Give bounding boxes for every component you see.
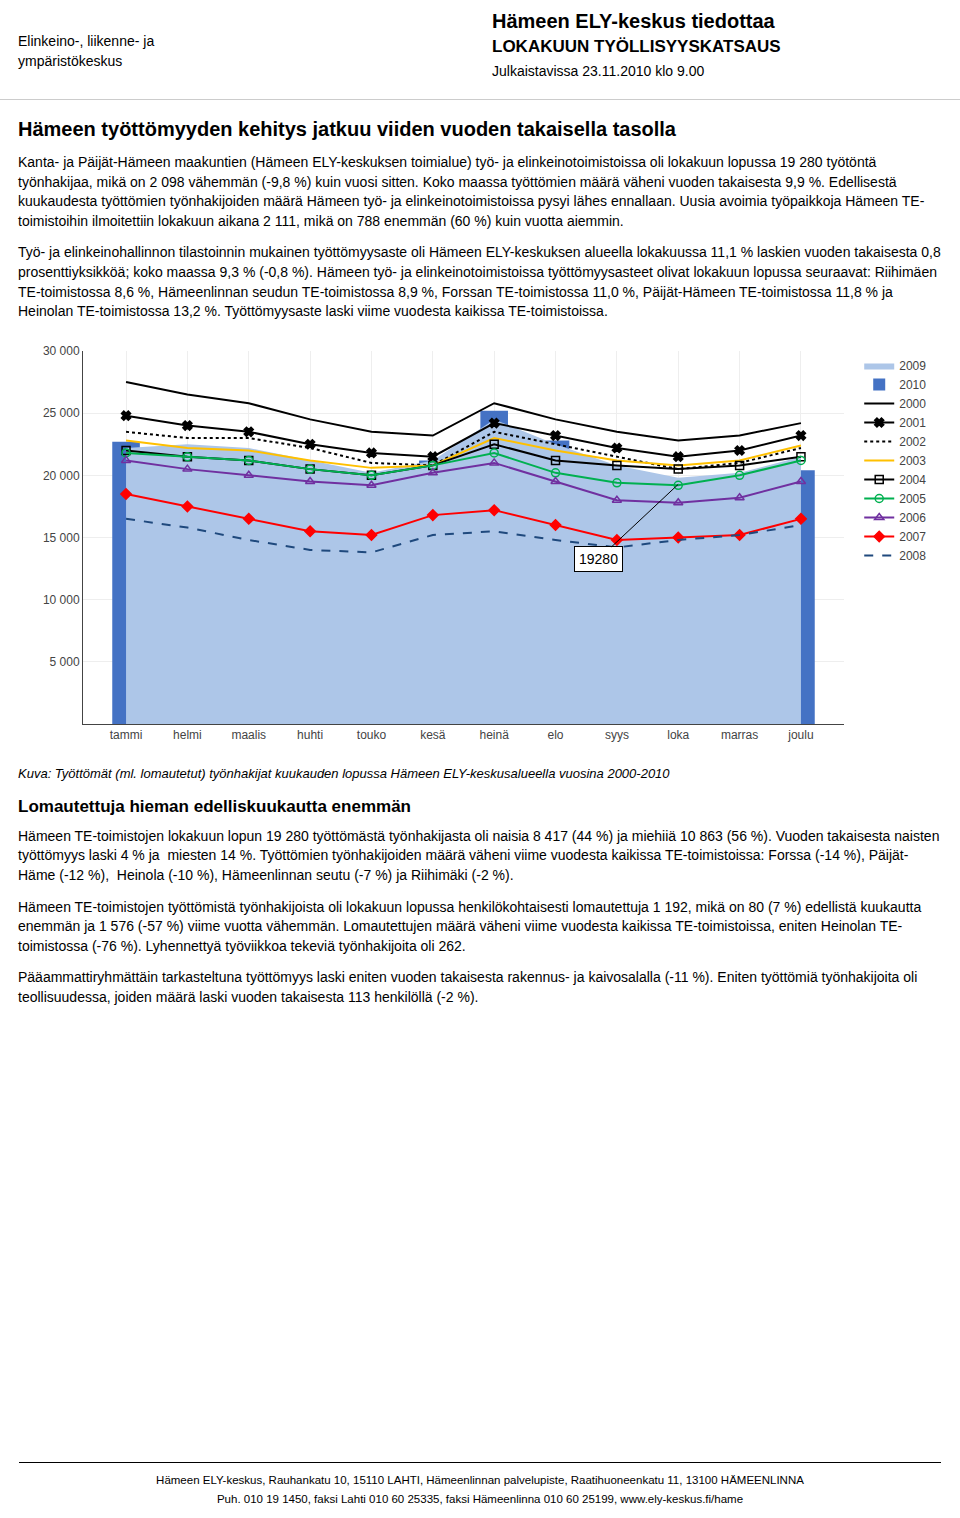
svg-text:syys: syys — [605, 728, 629, 742]
html-text:Puh. 010 19 1450, faksi Lahti: Puh. 010 19 1450, faksi Lahti 010 60 253… — [216, 1493, 744, 1506]
svg-text:2007: 2007 — [899, 530, 926, 544]
html-text:Hämeen ELY-keskus, Rauhankatu: Hämeen ELY-keskus, Rauhankatu 10, 15110 … — [156, 1473, 804, 1486]
svg-text:2009: 2009 — [899, 359, 926, 373]
svg-text:5 000: 5 000 — [50, 655, 80, 669]
svg-text:elo: elo — [548, 728, 564, 742]
svg-text:10 000: 10 000 — [43, 593, 80, 607]
html-text:Hämeen ELY-keskus tiedottaa: Hämeen ELY-keskus tiedottaa — [492, 10, 775, 32]
svg-text:2006: 2006 — [899, 511, 926, 525]
html-text:Hämeen työttömyyden kehitys ja: Hämeen työttömyyden kehitys jatkuu viide… — [18, 118, 676, 140]
html-text:Hämeen TE-toimistojen työttömi: Hämeen TE-toimistojen työttömistä työnha… — [18, 898, 926, 954]
svg-text:2005: 2005 — [899, 492, 926, 506]
svg-text:huhti: huhti — [297, 728, 323, 742]
svg-text:kesä: kesä — [420, 728, 446, 742]
svg-text:20 000: 20 000 — [43, 468, 80, 482]
html-text:Lomautettuja hieman edelliskuu: Lomautettuja hieman edelliskuukautta ene… — [18, 796, 411, 816]
html-text:Elinkeino-, liikenne- ja: Elinkeino-, liikenne- ja — [18, 33, 155, 49]
html-text:Julkaistavissa 23.11.2010 klo: Julkaistavissa 23.11.2010 klo 9.00 — [492, 63, 705, 79]
html-text:ympäristökeskus: ympäristökeskus — [18, 52, 123, 69]
svg-text:30 000: 30 000 — [43, 344, 80, 358]
svg-text:2008: 2008 — [899, 549, 926, 563]
svg-text:tammi: tammi — [110, 728, 143, 742]
svg-text:15 000: 15 000 — [43, 530, 80, 544]
svg-text:2000: 2000 — [899, 397, 926, 411]
svg-text:marras: marras — [721, 728, 758, 742]
svg-text:19280: 19280 — [579, 551, 618, 567]
html-text:Hämeen TE-toimistojen lokakuun: Hämeen TE-toimistojen lokakuun lopun 19 … — [18, 827, 944, 883]
html-text:Kuva: Työttömät (ml. lomautetu: Kuva: Työttömät (ml. lomautetut) työnhak… — [18, 765, 670, 781]
html-text:LOKAKUUN TYÖLLISYYSKATSAUS: LOKAKUUN TYÖLLISYYSKATSAUS — [492, 37, 781, 56]
svg-text:2004: 2004 — [899, 473, 926, 487]
svg-text:loka: loka — [667, 728, 689, 742]
svg-text:2010: 2010 — [899, 378, 926, 392]
svg-text:touko: touko — [357, 728, 387, 742]
svg-text:2001: 2001 — [899, 416, 926, 430]
svg-text:joulu: joulu — [787, 728, 813, 742]
html-text:Kanta- ja Päijät-Hämeen maakun: Kanta- ja Päijät-Hämeen maakuntien (Häme… — [18, 154, 925, 229]
svg-text:2002: 2002 — [899, 435, 926, 449]
html-text:Työ- ja elinkeinohallinnon til: Työ- ja elinkeinohallinnon tilastoinnin … — [18, 244, 945, 320]
html-text:Pääammattiryhmättäin tarkastel: Pääammattiryhmättäin tarkasteltuna tyött… — [18, 969, 922, 1005]
svg-text:heinä: heinä — [479, 728, 509, 742]
svg-text:25 000: 25 000 — [43, 406, 80, 420]
svg-text:helmi: helmi — [173, 728, 202, 742]
svg-text:2003: 2003 — [899, 454, 926, 468]
svg-text:maalis: maalis — [231, 728, 266, 742]
